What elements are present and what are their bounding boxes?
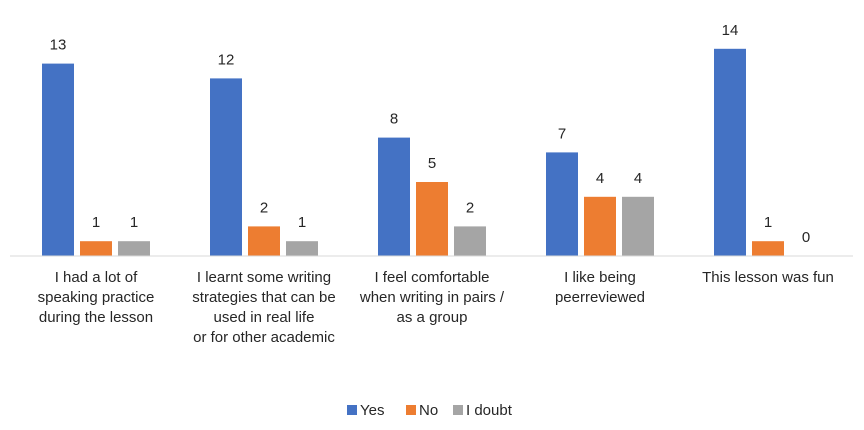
value-label-yes-1: 12 [218, 51, 235, 68]
bar-i-doubt-3 [622, 196, 654, 256]
legend: Yes No I doubt [347, 402, 513, 419]
bar-yes-3 [546, 152, 578, 256]
value-label-no-1: 2 [260, 199, 268, 216]
bars-group [42, 48, 784, 257]
category-label-1: I learnt some writing strategies that can… [192, 269, 335, 346]
value-label-yes-4: 14 [722, 22, 739, 39]
value-label-yes-3: 7 [558, 125, 566, 142]
legend-swatch-i-doubt [453, 405, 463, 415]
bar-i-doubt-0 [118, 241, 150, 256]
value-label-no-3: 4 [596, 170, 604, 187]
bar-yes-0 [42, 63, 74, 256]
value-label-no-0: 1 [92, 214, 100, 231]
value-label-i-doubt-0: 1 [130, 214, 138, 231]
value-label-yes-2: 8 [390, 111, 398, 128]
bar-yes-2 [378, 137, 410, 256]
value-label-yes-0: 13 [50, 37, 67, 54]
legend-label-i-doubt: I doubt [466, 402, 513, 419]
value-label-no-2: 5 [428, 155, 436, 172]
value-labels-group: 13 1 1 12 2 1 8 5 2 7 4 4 14 1 0 [50, 22, 811, 246]
value-label-i-doubt-1: 1 [298, 214, 306, 231]
legend-swatch-no [406, 405, 416, 415]
bar-no-1 [248, 226, 280, 256]
bar-no-2 [416, 182, 448, 256]
bar-no-0 [80, 241, 112, 256]
legend-label-yes: Yes [360, 402, 384, 419]
legend-label-no: No [419, 402, 438, 419]
category-label-2: I feel comfortable when writing in pairs … [359, 269, 505, 326]
bar-i-doubt-2 [454, 226, 486, 256]
bar-yes-4 [714, 48, 746, 256]
category-label-0: I had a lot of speaking practice during th… [38, 269, 155, 326]
bar-no-3 [584, 196, 616, 256]
category-label-3: I like being peerreviewed [555, 269, 645, 306]
value-label-i-doubt-2: 2 [466, 199, 474, 216]
category-label-4: This lesson was fun [702, 269, 834, 286]
bar-yes-1 [210, 78, 242, 257]
category-labels-group: I had a lot of speaking practice during th… [38, 269, 834, 346]
value-label-i-doubt-4: 0 [802, 229, 810, 246]
bar-no-4 [752, 241, 784, 256]
value-label-no-4: 1 [764, 214, 772, 231]
legend-swatch-yes [347, 405, 357, 415]
value-label-i-doubt-3: 4 [634, 170, 642, 187]
bar-i-doubt-1 [286, 241, 318, 256]
